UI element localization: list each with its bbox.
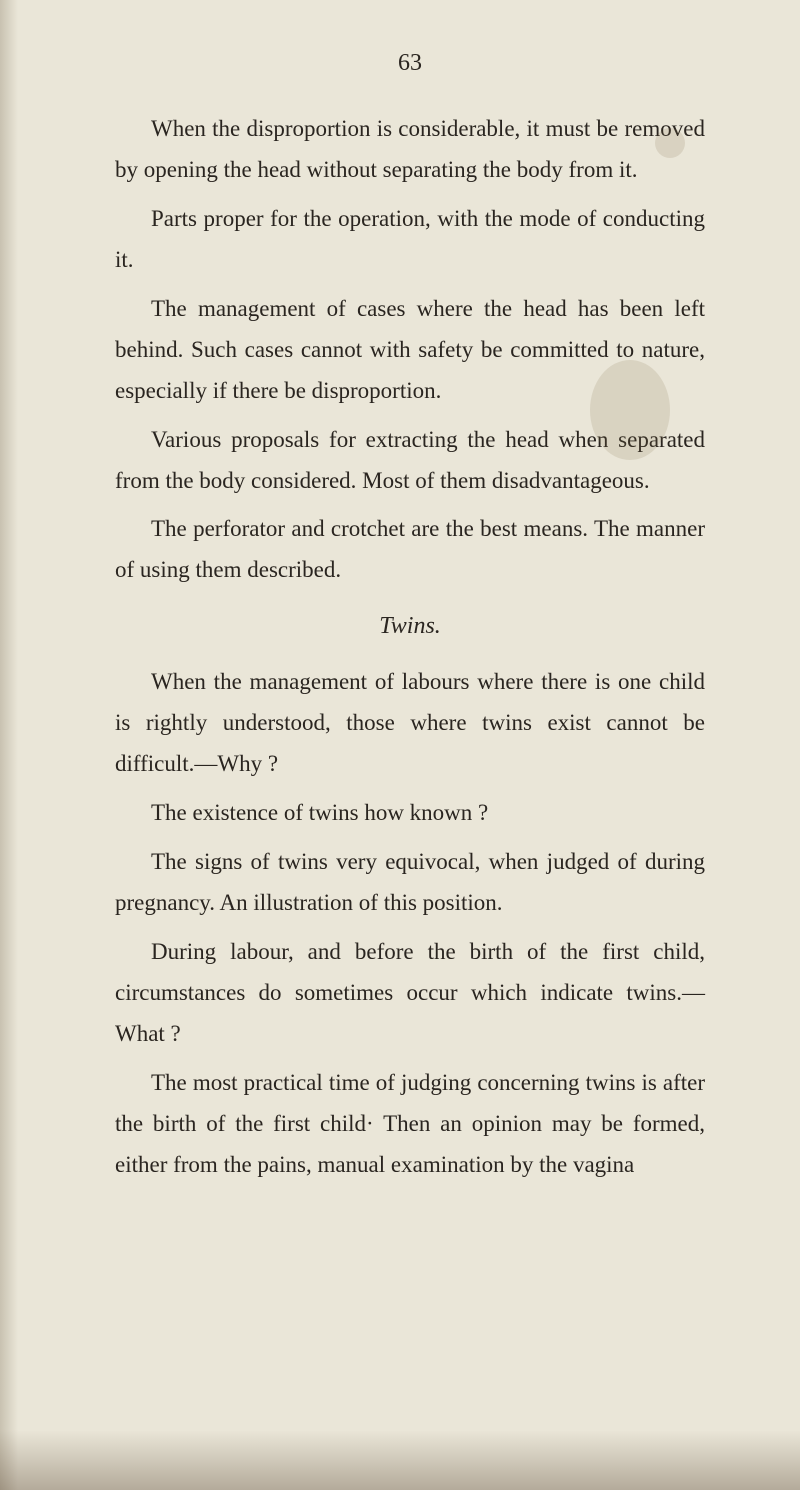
age-spot-foxing xyxy=(655,128,685,158)
body-paragraph: When the management of labours where the… xyxy=(115,662,705,785)
body-paragraph: The existence of twins how known ? xyxy=(115,793,705,834)
page-number: 63 xyxy=(115,50,705,77)
body-paragraph: During labour, and before the birth of t… xyxy=(115,932,705,1055)
body-paragraph: Parts proper for the operation, with the… xyxy=(115,199,705,281)
body-paragraph: When the disproportion is considerable, … xyxy=(115,109,705,191)
page-content: 63 When the disproportion is considerabl… xyxy=(0,0,800,1244)
body-paragraph: The signs of twins very equivocal, when … xyxy=(115,842,705,924)
body-paragraph: The perforator and crotchet are the best… xyxy=(115,509,705,591)
page-bottom-edge-shadow xyxy=(0,1430,800,1490)
age-spot-foxing xyxy=(590,360,670,460)
body-paragraph: The most practical time of judging conce… xyxy=(115,1063,705,1186)
section-title: Twins. xyxy=(115,613,705,640)
page-left-edge-shadow xyxy=(0,0,18,1490)
